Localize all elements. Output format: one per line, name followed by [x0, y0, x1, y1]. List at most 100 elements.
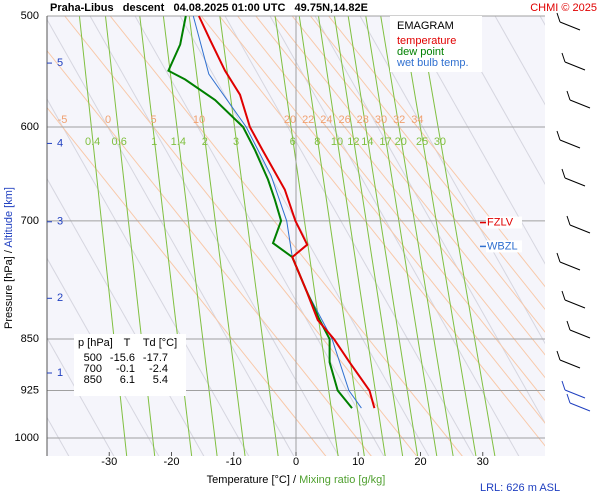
x-tick-label: -20	[164, 456, 180, 468]
wind-barb	[566, 90, 591, 109]
dry-adiabat	[494, 16, 545, 106]
wind-barb	[556, 130, 581, 149]
x-tick-label: 10	[352, 456, 364, 468]
mixing-ratio-label: 12	[347, 136, 359, 148]
barb-flag	[561, 290, 566, 301]
barb-flag	[556, 350, 561, 361]
y-tick-label: 500	[21, 10, 39, 22]
wind-barb	[566, 215, 591, 234]
barb-flag	[561, 168, 566, 179]
barb-flag	[556, 252, 561, 263]
mixing-ratio-line	[139, 16, 193, 456]
x-axis-label: Temperature [°C] / Mixing ratio [g/kg]	[207, 474, 386, 486]
y-tick-label: 700	[21, 215, 39, 227]
table-cell: 5.4	[153, 374, 168, 386]
adiabat-line	[255, 16, 545, 379]
table-cell: -0.1	[116, 363, 135, 375]
dry-adiabat	[576, 0, 600, 460]
mixing-ratio-label: 25	[416, 136, 428, 148]
mixing-ratio-label: 10	[331, 136, 343, 148]
table-cell: -15.6	[110, 352, 135, 364]
y-axis-label-part: Pressure [hPa]	[3, 256, 15, 329]
mixing-ratio-label: 3	[233, 136, 239, 148]
adiabat-line	[328, 16, 545, 288]
adiabat-label: 22	[302, 114, 314, 126]
credit: CHMI © 2025	[530, 2, 597, 14]
mixing-ratio-line	[104, 16, 156, 456]
table-header: p [hPa]	[78, 337, 113, 349]
barb-flag	[566, 215, 571, 226]
barb-staff	[559, 21, 581, 31]
y-tick-label: 600	[21, 121, 39, 133]
adiabat-label: 5	[150, 114, 156, 126]
barb-flag	[566, 90, 571, 101]
foreground: -5 0 5 10 20 22 24 26 28 30 32 340.4 0.6 1 1.4 2 3 6 8 10 12…	[3, 2, 597, 494]
table-header: Td [°C]	[143, 337, 177, 349]
dry-adiabat	[47, 18, 295, 456]
mixing-ratio-label: 14	[361, 136, 373, 148]
dry-adiabat	[224, 16, 475, 456]
mixing-ratio-label: 17	[379, 136, 391, 148]
mixing-ratio-label: 2	[202, 136, 208, 148]
barb-staff	[569, 224, 591, 234]
dry-adiabat	[449, 16, 545, 186]
series-line	[167, 15, 353, 409]
wind-barb	[561, 380, 586, 399]
adiabat-line	[200, 16, 545, 447]
x-axis-label-part: /	[290, 474, 297, 486]
series-line	[197, 15, 376, 409]
legend-box	[390, 16, 482, 72]
adiabat-line	[273, 16, 545, 356]
mixing-ratio-label: 1.4	[171, 136, 186, 148]
mixing-ratio-line	[365, 16, 438, 456]
mixing-ratio-label: 20	[395, 136, 407, 148]
barb-staff	[564, 389, 586, 399]
legend-entry: temperature	[397, 35, 456, 47]
barb-flag	[566, 393, 571, 404]
legend-entry: dew point	[397, 46, 444, 58]
adiabat-label: 28	[357, 114, 369, 126]
adiabat-line	[219, 16, 545, 424]
adiabat-line	[310, 16, 545, 311]
level-box	[486, 216, 522, 229]
mixing-ratio-line	[380, 16, 454, 456]
altitude-label: 3	[57, 216, 63, 228]
table-cell: 850	[84, 374, 102, 386]
wind-barb	[556, 252, 581, 271]
mixing-ratio-line	[162, 16, 218, 456]
level-label: WBZL	[487, 240, 518, 252]
wind-barb	[566, 320, 591, 339]
mixing-ratio-line	[317, 16, 386, 456]
dry-adiabat	[134, 16, 385, 456]
table-cell: 500	[84, 352, 102, 364]
wind-barb	[556, 12, 581, 31]
mixing-ratio-label: 30	[434, 136, 446, 148]
dry-adiabat	[314, 16, 545, 424]
mixing-ratio-line	[333, 16, 404, 456]
wind-barb	[561, 168, 586, 187]
dry-adiabat	[404, 16, 545, 265]
wind-barb	[566, 393, 591, 412]
y-tick-label: 850	[21, 333, 39, 345]
wind-barb	[561, 290, 586, 309]
barb-staff	[569, 99, 591, 109]
adiabat-label: 26	[338, 114, 350, 126]
background-lines	[47, 0, 600, 460]
footer: LRL: 626 m ASL	[480, 482, 560, 494]
chart-title: Praha-Libus descent 04.08.2025 01:00 UTC…	[50, 2, 368, 14]
wind-barb	[561, 52, 586, 71]
barb-staff	[564, 177, 586, 187]
adiabat-line	[291, 16, 545, 333]
mixing-ratio-line	[219, 16, 279, 456]
altitude-label: 4	[57, 137, 63, 149]
legend-title: EMAGRAM	[397, 20, 454, 32]
mixing-ratio-line	[188, 16, 246, 456]
barb-staff	[569, 402, 591, 412]
x-axis-label-part: Mixing ratio [g/kg]	[296, 474, 385, 486]
y-axis-label-part: Altitude [km]	[3, 187, 15, 250]
table-cell: 6.1	[120, 374, 135, 386]
table-cell: -17.7	[143, 352, 168, 364]
mixing-ratio-label: 6	[290, 136, 296, 148]
mixing-ratio-line	[78, 16, 128, 456]
y-axis-label: Pressure [hPa] / Altitude [km]	[3, 187, 15, 329]
